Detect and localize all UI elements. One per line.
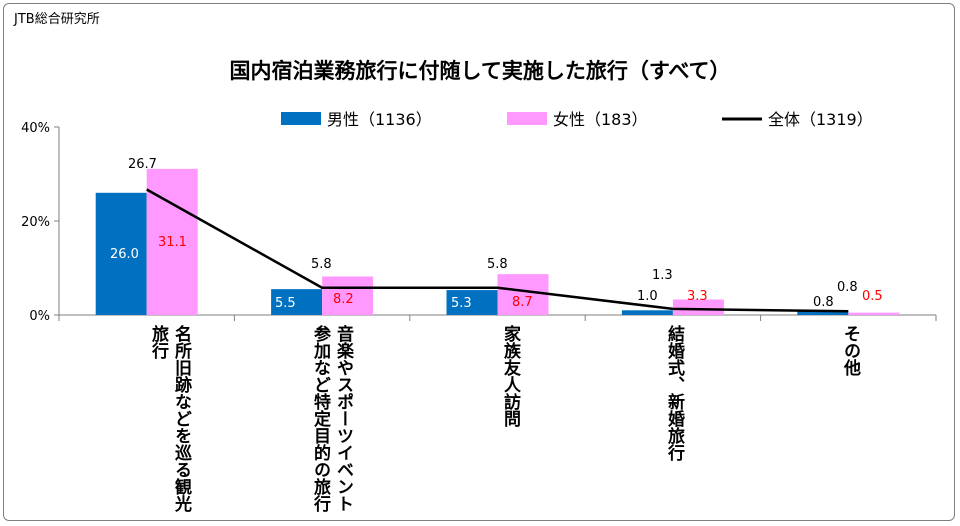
category-label-0: 名所旧跡などを巡る観光旅行 [148,325,191,512]
source-label: JTB総合研究所 [14,12,100,27]
data-label-female-0: 31.1 [158,235,187,250]
data-label-male-4: 0.8 [813,295,834,310]
bar-female-1 [322,276,374,315]
bar-male-3 [621,310,673,315]
data-label-total-0: 26.7 [128,157,157,172]
chart-frame [3,3,955,521]
bar-female-4 [848,312,900,315]
bar-female-3 [672,299,724,315]
data-label-total-1: 5.8 [311,257,332,272]
legend-swatch-female [507,112,547,125]
bar-male-2 [446,290,498,315]
line-total [146,188,849,313]
legend-label-male: 男性（1136） [327,110,432,129]
bar-male-4 [797,311,849,315]
legend-label-female: 女性（183） [553,110,648,129]
data-label-male-1: 5.5 [275,296,296,311]
data-label-total-2: 5.8 [487,257,508,272]
chart-title: 国内宿泊業務旅行に付随して実施した旅行（すべて） [229,59,731,83]
category-label-2: 家族友人訪問 [500,325,520,427]
data-label-female-4: 0.5 [862,289,883,304]
bar-male-0 [95,192,147,315]
data-label-total-3: 1.3 [652,268,673,283]
data-label-male-0: 26.0 [110,247,139,262]
data-label-total-4: 0.8 [837,280,858,295]
y-tick-label-0: 0% [29,309,50,324]
category-label-1: 音楽やスポーツイベント参加など特定目的の旅行 [310,325,353,512]
y-tick-label-2: 40% [21,121,50,136]
legend-label-total: 全体（1319） [768,110,873,129]
category-label-4: その他 [840,325,860,376]
category-label-3: 結婚式、新婚旅行 [664,325,684,461]
y-tick-label-1: 20% [21,215,50,230]
data-label-female-1: 8.2 [333,292,354,307]
data-label-female-2: 8.7 [512,295,533,310]
bar-male-1 [271,289,323,315]
data-label-female-3: 3.3 [687,289,708,304]
bar-female-2 [497,274,549,315]
legend-swatch-male [281,112,321,125]
data-label-male-2: 5.3 [451,296,472,311]
data-label-male-3: 1.0 [637,289,658,304]
